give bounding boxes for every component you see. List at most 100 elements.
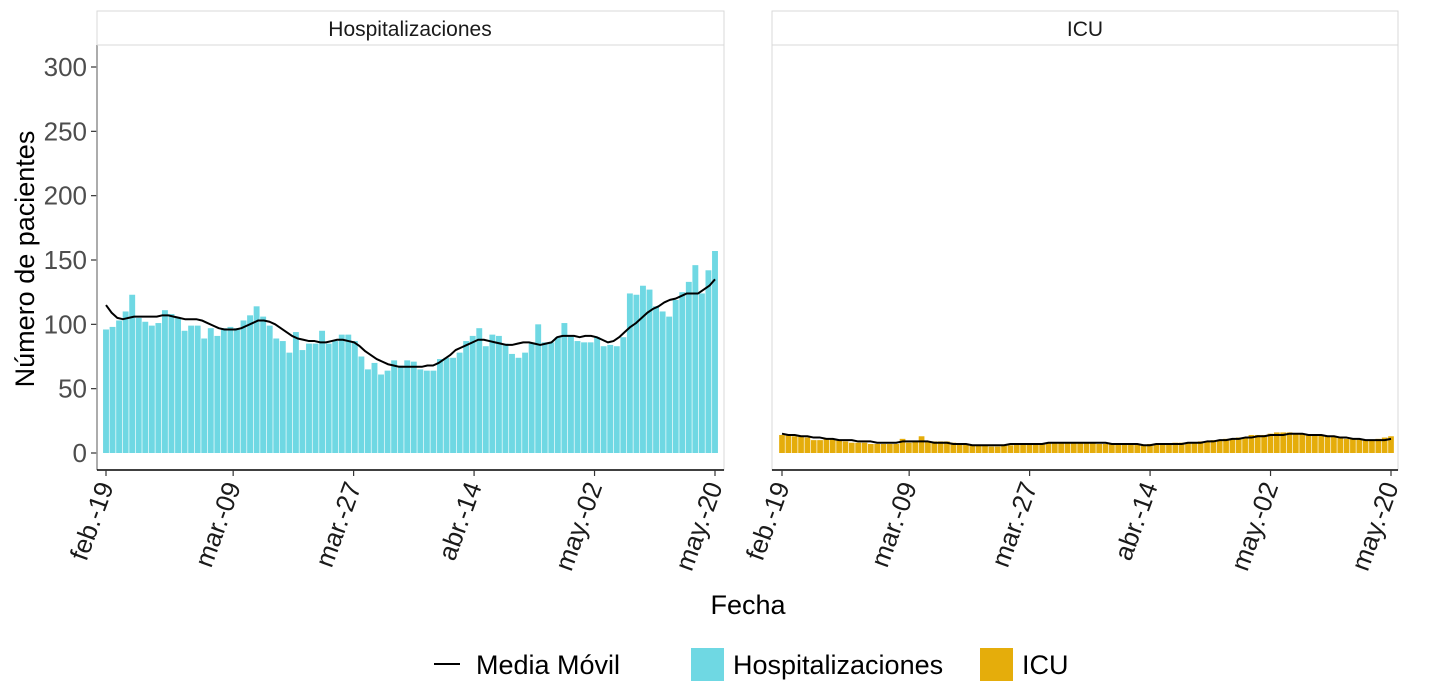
y-tick-label: 250 [44, 116, 87, 146]
icu-bar [1267, 433, 1274, 453]
hosp-bar [168, 314, 175, 453]
x-tick-label: may.-20 [1345, 478, 1405, 575]
y-axis-title: Número de pacientes [10, 131, 40, 388]
icu-bar [950, 442, 957, 453]
icu-bar [810, 440, 817, 453]
hosp-bar [469, 335, 476, 453]
x-axis-icu: feb.-19 mar.-09 mar.-27 abr.-14 may.-02 may.-… [740, 469, 1405, 575]
hosp-bar [273, 338, 280, 453]
icu-bar [1312, 434, 1318, 453]
x-tick-label: may.-20 [669, 478, 729, 575]
icu-moving-average-line [781, 432, 1392, 447]
icu-bar [1350, 438, 1356, 453]
icu-bar [804, 437, 811, 453]
hosp-bar [201, 338, 208, 453]
hosp-bar [286, 352, 293, 453]
icu-bar [848, 442, 855, 453]
hosp-bar [640, 285, 646, 453]
x-tick-label: abr.-14 [432, 478, 488, 564]
legend-key-icu [980, 648, 1013, 681]
hosp-bar [253, 306, 260, 453]
hosp-bar [698, 293, 705, 453]
icu-bar [1381, 437, 1388, 453]
icu-bar [1166, 443, 1172, 453]
hosp-bar [148, 325, 155, 453]
hosp-bar [410, 361, 417, 453]
x-tick-label: feb.-19 [740, 478, 796, 564]
icu-bar [1007, 445, 1014, 453]
icu-bar [867, 443, 874, 453]
icu-bar [1178, 442, 1185, 453]
hosp-bar [712, 250, 718, 453]
icu-bar [798, 436, 804, 453]
icu-bars [779, 432, 1394, 453]
hosp-bar [181, 330, 188, 453]
hosp-bar [522, 352, 529, 453]
legend-label-icu: ICU [1022, 650, 1069, 680]
hosp-bar [358, 356, 365, 453]
hosp-bar [332, 341, 339, 453]
icu-bar [1248, 434, 1255, 453]
hosp-bar [312, 343, 319, 453]
hosp-bar [561, 323, 568, 453]
hosp-bar [109, 326, 116, 453]
icu-bar [956, 443, 963, 453]
icu-bar [1318, 434, 1325, 453]
icu-bar [1235, 437, 1242, 453]
icu-bar [874, 443, 881, 453]
hosp-bar [692, 265, 699, 453]
hosp-bar [325, 343, 332, 453]
hosp-bar [476, 328, 483, 453]
hosp-bar [495, 335, 502, 453]
legend-label-hospitalizaciones: Hospitalizaciones [733, 650, 943, 680]
icu-bar [1331, 436, 1337, 453]
hosp-bar [679, 292, 686, 453]
hosp-bar [463, 341, 470, 453]
legend-key-hospitalizaciones [691, 648, 724, 681]
hosp-moving-average [105, 278, 716, 368]
strip-icu-label: ICU [1067, 18, 1103, 41]
icu-bar [937, 441, 944, 453]
icu-bar [1001, 445, 1007, 453]
icu-bar [1134, 443, 1141, 453]
icu-bar [1324, 436, 1331, 453]
x-tick-label: feb.-19 [64, 478, 120, 564]
hosp-bar [404, 360, 411, 453]
hosp-bar [423, 370, 430, 453]
icu-bar [1121, 443, 1128, 453]
hosp-bar [646, 289, 653, 453]
hosp-bar [338, 334, 345, 453]
hosp-bar [528, 343, 535, 453]
hosp-bar [306, 343, 312, 453]
y-axis: 0 50 100 150 200 250 300 [44, 45, 98, 470]
hosp-bar [672, 299, 679, 453]
icu-bar [1369, 440, 1375, 453]
hosp-bar [194, 325, 201, 453]
icu-bar [1280, 432, 1287, 453]
icu-bar [975, 445, 982, 453]
icu-bar [1292, 433, 1299, 453]
icu-bar [1026, 443, 1033, 453]
legend: Media Móvil Hospitalizaciones ICU [434, 648, 1069, 681]
hosp-bar [443, 357, 450, 453]
icu-bar [925, 441, 931, 453]
icu-bar [779, 434, 785, 453]
icu-bar [982, 445, 988, 453]
hosp-bar [666, 316, 673, 453]
icu-bar [1286, 432, 1293, 453]
hosp-bar [207, 328, 214, 453]
hosp-bar [653, 306, 660, 453]
strip-icu-bg [771, 10, 1399, 46]
icu-bar [1070, 442, 1077, 453]
hosp-bar [234, 328, 240, 453]
hosp-bar [351, 341, 358, 453]
hosp-bar [567, 335, 574, 453]
icu-bar [1261, 434, 1267, 453]
hosp-bar [594, 337, 601, 453]
icu-bar [1128, 443, 1134, 453]
icu-bar [886, 443, 893, 453]
icu-bar [1273, 432, 1280, 453]
hosp-bar [502, 343, 509, 453]
icu-bar [1210, 440, 1217, 453]
